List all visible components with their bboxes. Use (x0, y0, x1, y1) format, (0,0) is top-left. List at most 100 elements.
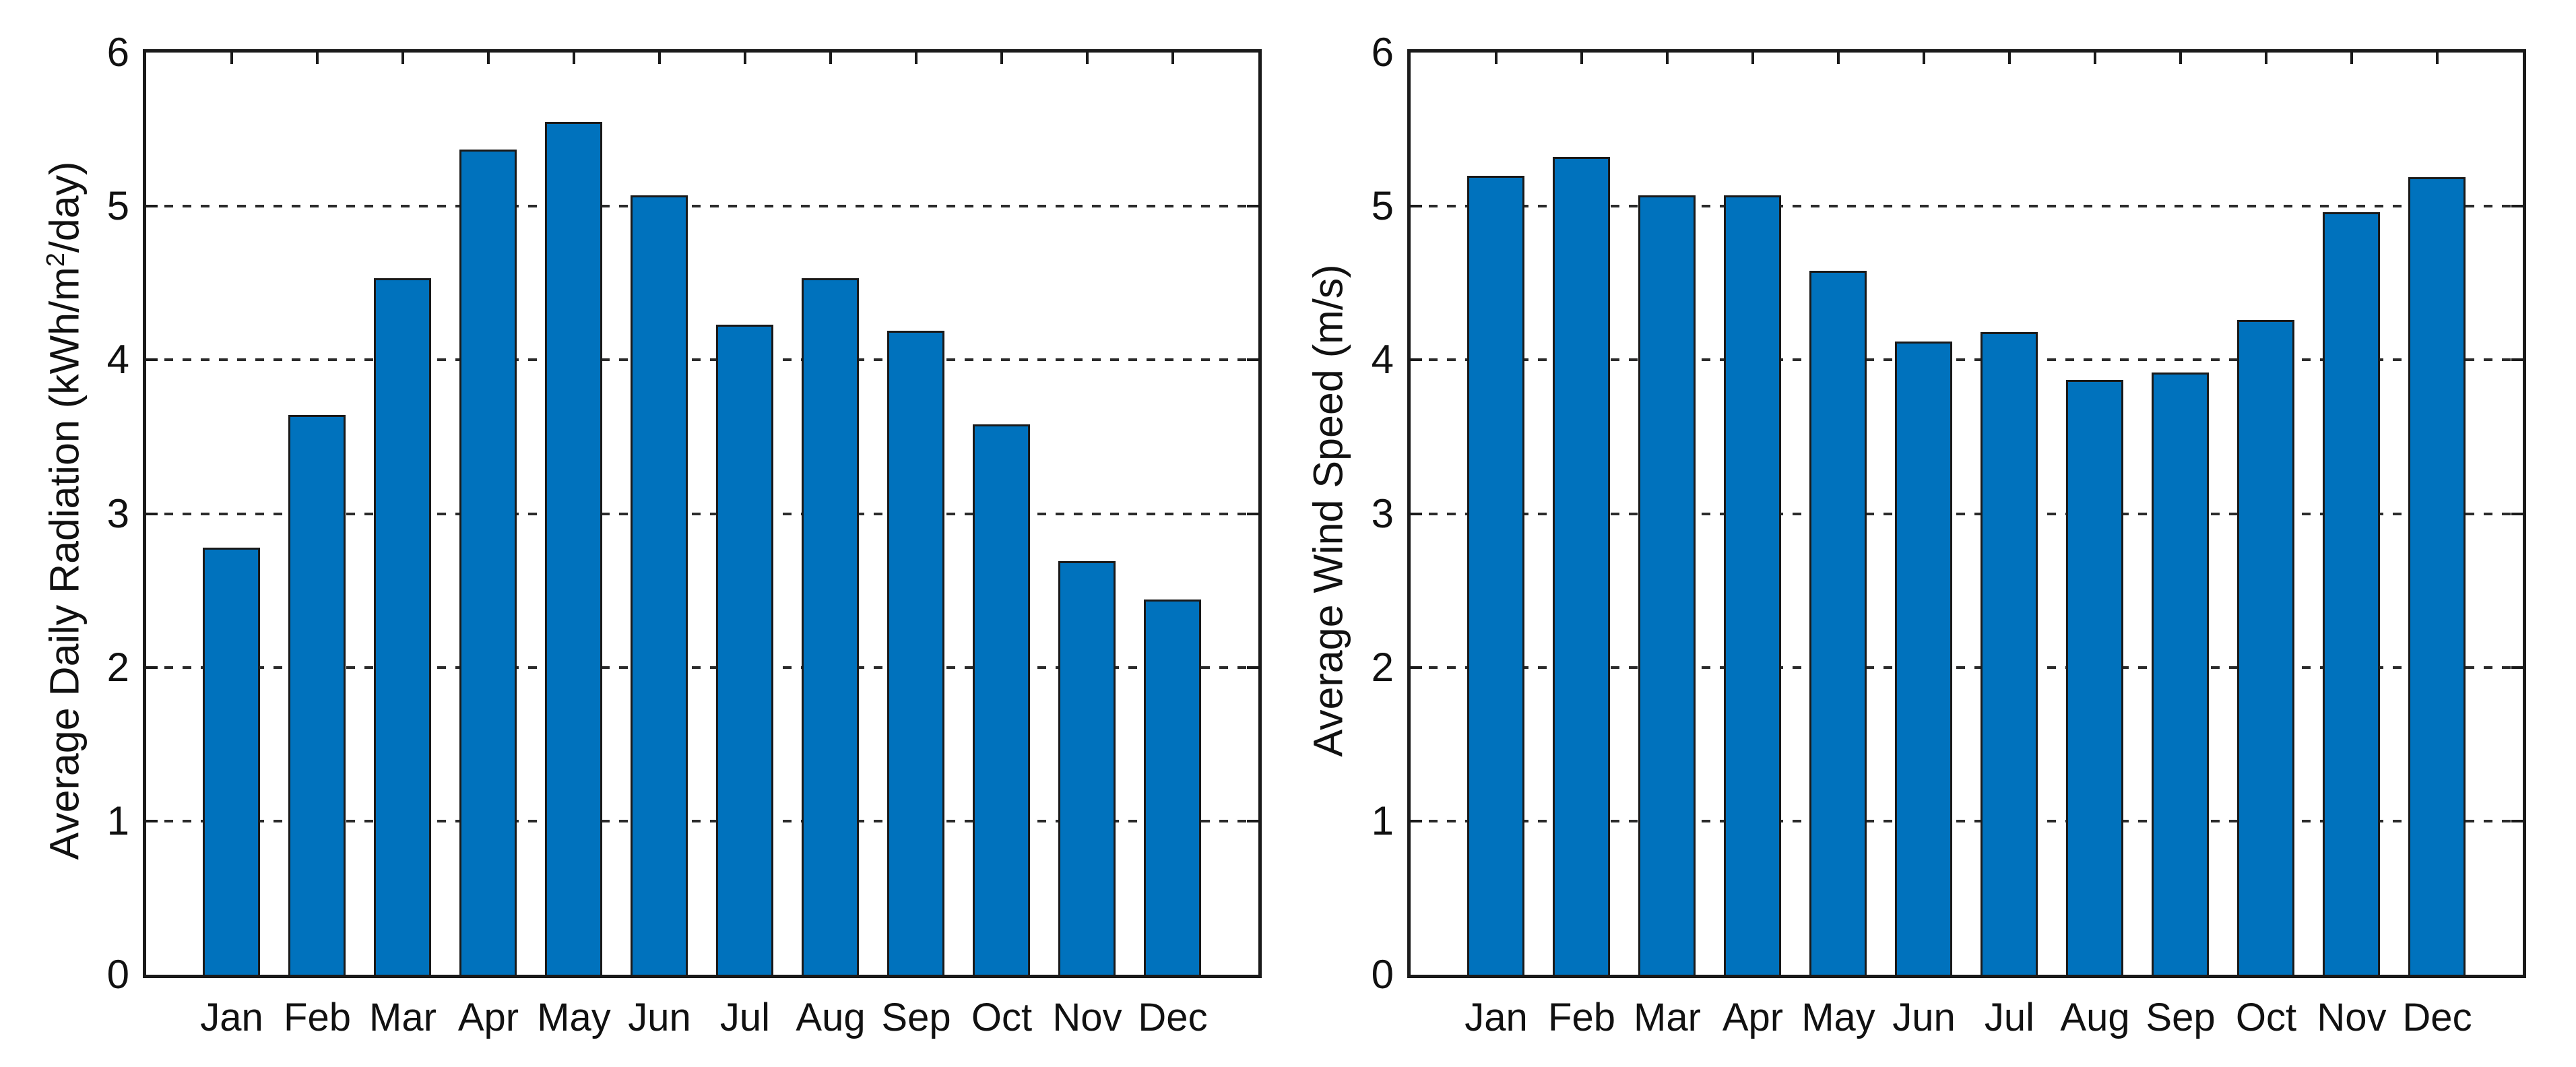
average-daily-radiation-ytick-right-2 (1247, 666, 1258, 669)
average-daily-radiation-xtick-top-jul (744, 53, 746, 64)
average-wind-speed-xtick-label-oct: Oct (2235, 996, 2297, 1039)
average-wind-speed-bar-jul (1981, 332, 2038, 975)
average-daily-radiation-ytick-right-4 (1247, 358, 1258, 361)
average-wind-speed-bar-oct (2237, 320, 2294, 975)
average-daily-radiation-bar-sep (887, 331, 944, 975)
average-daily-radiation-bar-dec (1144, 600, 1201, 975)
average-daily-radiation-ytick-left-4 (146, 358, 158, 361)
average-wind-speed-gridline-y3 (1411, 513, 2523, 515)
average-wind-speed-xtick-label-aug: Aug (2060, 996, 2130, 1039)
average-wind-speed-ytick-label-5: 5 (1371, 183, 1394, 228)
average-daily-radiation-bar-oct (973, 424, 1030, 975)
average-daily-radiation-xtick-top-nov (1086, 53, 1089, 64)
average-wind-speed-ytick-label-1: 1 (1371, 798, 1394, 843)
average-daily-radiation-xtick-label-feb: Feb (284, 996, 351, 1039)
average-daily-radiation-gridline-y5 (146, 205, 1258, 207)
wind-chart: Average Wind Speed (m/s) 0 1 2 3 4 5 6 Jan Feb Ma… (1288, 0, 2576, 1067)
average-wind-speed-ytick-right-4 (2511, 358, 2523, 361)
average-daily-radiation-bar-feb (288, 415, 346, 975)
average-daily-radiation-ytick-label-0: 0 (106, 952, 129, 997)
average-daily-radiation-ytick-right-5 (1247, 205, 1258, 207)
average-daily-radiation-ytick-label-3: 3 (106, 491, 129, 536)
average-wind-speed-ytick-right-1 (2511, 820, 2523, 822)
average-daily-radiation-ytick-label-1: 1 (106, 798, 129, 843)
average-daily-radiation-bar-aug (802, 278, 859, 975)
average-daily-radiation-xtick-label-oct: Oct (971, 996, 1033, 1039)
average-daily-radiation-ytick-label-6: 6 (106, 30, 129, 75)
average-daily-radiation-gridline-y2 (146, 666, 1258, 669)
average-wind-speed-gridline-y2 (1411, 666, 2523, 669)
radiation-plot-area: 0 1 2 3 4 5 6 Jan Feb Mar Apr May Jun Jul Aug Sep Oct Nov… (107, 30, 1262, 1039)
average-daily-radiation-xtick-label-jul: Jul (719, 996, 771, 1039)
average-wind-speed-bar-aug (2066, 380, 2123, 975)
average-wind-speed-ytick-label-2: 2 (1371, 645, 1394, 690)
average-wind-speed-bar-sep (2152, 373, 2209, 975)
average-wind-speed-ytick-left-4 (1411, 358, 1422, 361)
average-wind-speed-bar-mar (1638, 195, 1696, 975)
average-daily-radiation-xtick-top-jan (230, 53, 233, 64)
average-wind-speed-xtick-top-dec (2436, 53, 2439, 64)
average-wind-speed-gridline-y5 (1411, 205, 2523, 207)
average-wind-speed-bar-nov (2323, 212, 2380, 975)
average-wind-speed-xtick-label-jan: Jan (1464, 996, 1528, 1039)
average-daily-radiation-ytick-left-2 (146, 666, 158, 669)
average-daily-radiation-xtick-label-sep: Sep (881, 996, 951, 1039)
average-daily-radiation-gridline-y1 (146, 820, 1258, 822)
average-daily-radiation-ytick-left-5 (146, 205, 158, 207)
average-wind-speed-xtick-label-nov: Nov (2317, 996, 2387, 1039)
average-wind-speed-xtick-top-oct (2265, 53, 2267, 64)
average-daily-radiation-gridline-y3 (146, 513, 1258, 515)
average-wind-speed-xtick-top-apr (1751, 53, 1754, 64)
average-wind-speed-xtick-label-jun: Jun (1892, 996, 1956, 1039)
average-wind-speed-xtick-top-nov (2350, 53, 2353, 64)
average-wind-speed-bar-jan (1467, 176, 1524, 975)
average-daily-radiation-xtick-top-sep (915, 53, 917, 64)
average-wind-speed-ytick-left-3 (1411, 513, 1422, 515)
average-wind-speed-xtick-top-sep (2179, 53, 2182, 64)
average-daily-radiation-ytick-label-5: 5 (106, 183, 129, 228)
average-daily-radiation-xtick-label-aug: Aug (796, 996, 866, 1039)
average-wind-speed-xtick-top-jul (2008, 53, 2011, 64)
average-wind-speed-ytick-label-3: 3 (1371, 491, 1394, 536)
average-wind-speed-ytick-right-2 (2511, 666, 2523, 669)
average-wind-speed-xtick-top-jan (1495, 53, 1498, 64)
average-wind-speed-bar-apr (1724, 195, 1781, 975)
average-wind-speed-ytick-right-3 (2511, 513, 2523, 515)
average-daily-radiation-xtick-top-feb (316, 53, 319, 64)
average-daily-radiation-xtick-top-apr (487, 53, 490, 64)
average-wind-speed-xtick-label-apr: Apr (1722, 996, 1784, 1039)
average-wind-speed-bar-feb (1553, 157, 1610, 975)
average-daily-radiation-bar-mar (374, 278, 431, 975)
average-wind-speed-xtick-top-may (1837, 53, 1840, 64)
average-wind-speed-xtick-label-feb: Feb (1548, 996, 1615, 1039)
average-wind-speed-xtick-label-jul: Jul (1984, 996, 2035, 1039)
average-daily-radiation-xtick-top-may (573, 53, 575, 64)
average-wind-speed-xtick-label-dec: Dec (2402, 996, 2472, 1039)
average-wind-speed-xtick-top-jun (1923, 53, 1925, 64)
average-daily-radiation-bar-may (545, 122, 602, 975)
average-wind-speed-gridline-y1 (1411, 820, 2523, 822)
average-wind-speed-xtick-label-sep: Sep (2146, 996, 2216, 1039)
average-daily-radiation-xtick-label-dec: Dec (1138, 996, 1208, 1039)
radiation-y-axis-label-superscript: 2 (41, 252, 70, 267)
average-daily-radiation-ytick-left-3 (146, 513, 158, 515)
average-daily-radiation-xtick-top-oct (1000, 53, 1003, 64)
average-daily-radiation-bar-jul (716, 325, 773, 975)
average-wind-speed-ytick-left-1 (1411, 820, 1422, 822)
average-wind-speed-ytick-label-4: 4 (1371, 337, 1394, 382)
average-daily-radiation-bar-jun (631, 195, 688, 975)
average-daily-radiation-xtick-top-dec (1171, 53, 1174, 64)
average-daily-radiation-ytick-left-1 (146, 820, 158, 822)
average-wind-speed-xtick-label-mar: Mar (1634, 996, 1701, 1039)
average-daily-radiation-xtick-label-jun: Jun (628, 996, 691, 1039)
average-daily-radiation-xtick-top-mar (401, 53, 404, 64)
average-wind-speed-xtick-top-mar (1666, 53, 1669, 64)
average-daily-radiation-xtick-top-jun (658, 53, 661, 64)
wind-plot-area: 0 1 2 3 4 5 6 Jan Feb Mar Apr May Jun Jul Aug Sep Oct Nov… (1372, 30, 2526, 1039)
average-wind-speed-bar-dec (2408, 177, 2466, 975)
average-wind-speed-ytick-right-5 (2511, 205, 2523, 207)
average-daily-radiation-ytick-right-3 (1247, 513, 1258, 515)
average-daily-radiation-xtick-top-aug (829, 53, 832, 64)
average-daily-radiation-ytick-right-1 (1247, 820, 1258, 822)
